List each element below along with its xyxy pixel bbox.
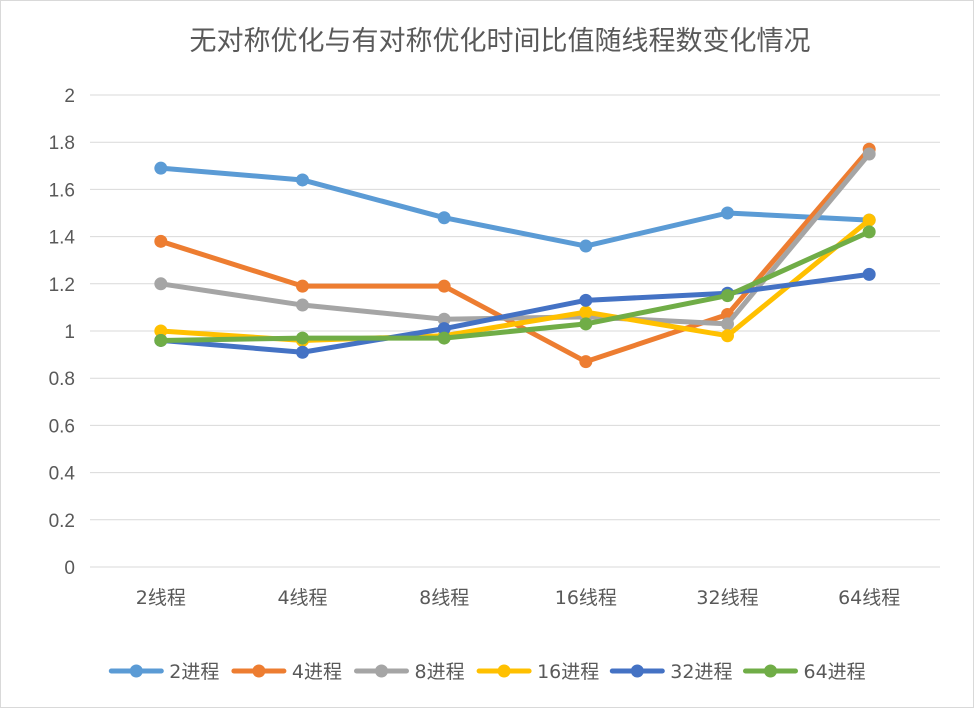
legend-swatch-marker — [764, 665, 777, 678]
legend-label: 8进程 — [415, 661, 465, 683]
data-point — [579, 306, 592, 319]
y-tick-label: 1.2 — [49, 275, 75, 296]
data-point — [579, 294, 592, 307]
legend-label: 4进程 — [292, 661, 342, 683]
x-category-label: 4线程 — [277, 587, 327, 609]
x-category-label: 2线程 — [136, 587, 186, 609]
y-tick-label: 0.4 — [49, 464, 76, 485]
y-tick-label: 2 — [64, 86, 75, 107]
data-point — [721, 207, 734, 220]
data-point — [296, 173, 309, 186]
data-point — [296, 332, 309, 345]
legend-swatch-marker — [375, 665, 388, 678]
legend-label: 32进程 — [670, 661, 732, 683]
y-tick-label: 1.8 — [49, 133, 75, 154]
y-tick-label: 0.8 — [49, 369, 75, 390]
x-category-label: 16线程 — [555, 587, 617, 609]
data-point — [863, 148, 876, 161]
legend-swatch-marker — [130, 665, 143, 678]
y-tick-label: 0 — [64, 558, 75, 579]
data-point — [438, 280, 451, 293]
legend-label: 2进程 — [169, 661, 219, 683]
y-tick-label: 1.4 — [49, 228, 76, 249]
data-point — [863, 225, 876, 238]
data-point — [438, 332, 451, 345]
data-point — [154, 162, 167, 175]
data-point — [296, 280, 309, 293]
data-point — [296, 346, 309, 359]
data-point — [154, 235, 167, 248]
data-point — [721, 317, 734, 330]
legend-label: 16进程 — [537, 661, 599, 683]
y-tick-label: 1 — [64, 322, 75, 343]
data-point — [154, 277, 167, 290]
chart-title: 无对称优化与有对称优化时间比值随线程数变化情况 — [190, 26, 811, 57]
legend-swatch-marker — [252, 665, 265, 678]
x-category-label: 8线程 — [419, 587, 469, 609]
y-tick-label: 0.2 — [49, 511, 75, 532]
data-point — [579, 317, 592, 330]
data-point — [721, 329, 734, 342]
y-tick-label: 0.6 — [49, 416, 75, 437]
data-point — [296, 299, 309, 312]
data-point — [721, 289, 734, 302]
x-category-label: 32线程 — [696, 587, 758, 609]
data-point — [863, 214, 876, 227]
y-tick-label: 1.6 — [49, 180, 75, 201]
data-point — [154, 334, 167, 347]
data-point — [579, 355, 592, 368]
legend-swatch-marker — [498, 665, 511, 678]
data-point — [438, 211, 451, 224]
data-point — [579, 240, 592, 253]
legend-label: 64进程 — [804, 661, 866, 683]
legend-swatch-marker — [631, 665, 644, 678]
data-point — [863, 268, 876, 281]
x-category-label: 64线程 — [838, 587, 900, 609]
